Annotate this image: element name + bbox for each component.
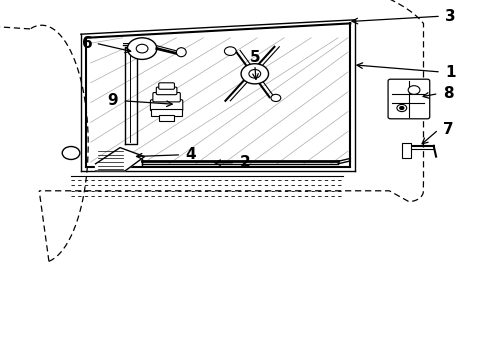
Text: 2: 2 [240,155,250,170]
FancyBboxPatch shape [150,100,183,111]
FancyBboxPatch shape [159,83,174,89]
Circle shape [397,104,407,112]
Text: 3: 3 [445,9,456,24]
Text: 4: 4 [186,147,196,162]
Polygon shape [96,148,145,171]
Circle shape [127,38,157,59]
Text: 8: 8 [443,86,454,101]
FancyBboxPatch shape [388,79,430,119]
Ellipse shape [176,48,186,57]
Circle shape [408,86,420,94]
Text: 7: 7 [443,122,454,137]
Bar [402,143,411,158]
Bar [151,109,182,116]
Circle shape [271,94,281,102]
Circle shape [249,69,261,78]
FancyBboxPatch shape [153,93,180,102]
Circle shape [224,47,236,55]
Circle shape [136,44,148,53]
Circle shape [241,64,269,84]
Text: 9: 9 [107,93,118,108]
Text: 5: 5 [249,50,260,65]
Text: 6: 6 [82,36,93,51]
Text: 1: 1 [445,64,456,80]
FancyBboxPatch shape [156,87,177,95]
Circle shape [400,107,404,109]
Circle shape [62,147,80,159]
Bar [159,115,174,121]
